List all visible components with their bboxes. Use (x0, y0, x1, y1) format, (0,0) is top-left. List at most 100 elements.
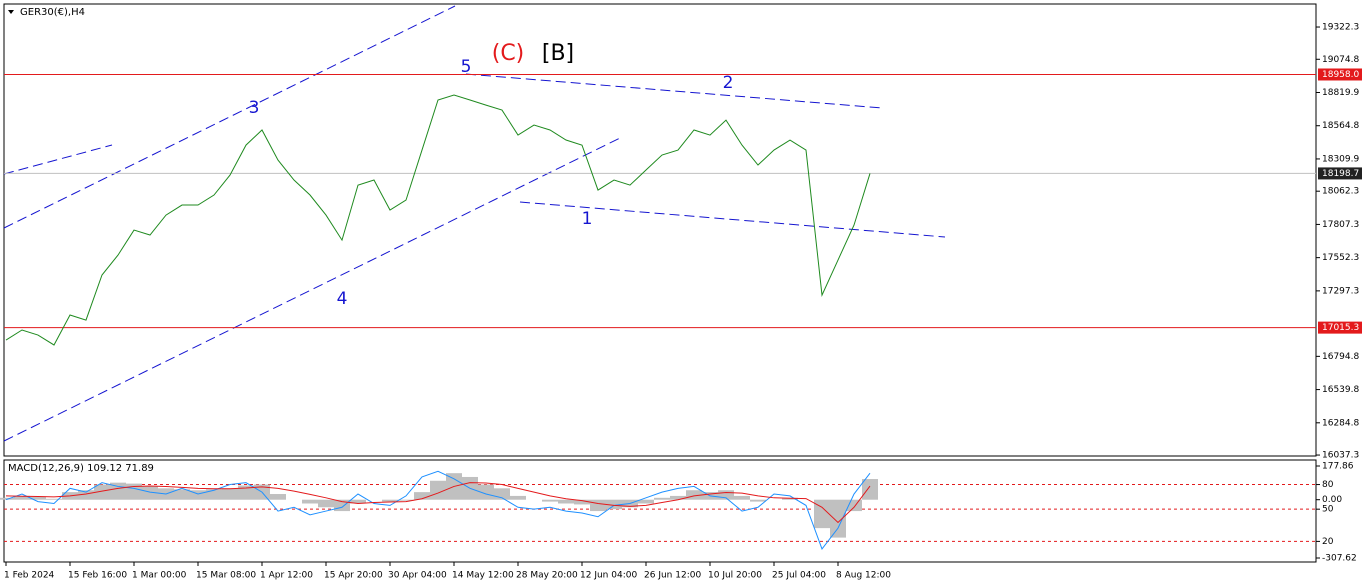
x-tick-label: 14 May 12:00 (452, 571, 514, 581)
histogram-bar (302, 499, 318, 504)
wave-label: 4 (337, 289, 348, 309)
level-label: 17015.3 (1322, 323, 1359, 333)
histogram-bar (862, 479, 878, 500)
x-tick-label: 28 May 20:00 (516, 571, 578, 581)
histogram-bar (574, 499, 590, 505)
x-tick-label: 10 Jul 20:00 (708, 571, 762, 581)
histogram-bar (478, 484, 494, 500)
y-tick-label: 17297.3 (1322, 286, 1359, 296)
menu-triangle[interactable] (8, 10, 14, 14)
level-label: 18958.0 (1322, 70, 1359, 80)
histogram-bar (190, 490, 206, 500)
y-tick-label: 50 (1322, 505, 1334, 515)
y-tick-label: 16794.8 (1322, 352, 1359, 362)
histogram-bar (142, 486, 158, 500)
y-tick-label: 177.86 (1322, 462, 1354, 472)
last-price-box (1318, 167, 1362, 180)
histogram-bar (222, 488, 238, 500)
y-tick-label: 17552.3 (1322, 253, 1359, 263)
y-tick-label: 19322.3 (1322, 23, 1359, 33)
wave-label: 1 (582, 209, 593, 229)
histogram-bar (718, 490, 734, 500)
histogram-bar (14, 495, 30, 500)
histogram-bar (30, 496, 46, 500)
macd-line (5, 470, 871, 551)
x-tick-label: 15 Feb 16:00 (68, 571, 127, 581)
histogram-bar (318, 499, 334, 508)
y-tick-label: 18819.9 (1322, 88, 1359, 98)
main-panel (3, 3, 1317, 457)
x-tick-label: 1 Feb 2024 (4, 571, 55, 581)
trend-line (3, 144, 113, 175)
level-box (1318, 68, 1362, 81)
trend-line (465, 73, 883, 109)
histogram-bar (606, 499, 622, 510)
histogram-bar (494, 488, 510, 500)
histogram-bar (78, 490, 94, 500)
histogram-bar (590, 499, 606, 512)
wave-label: 5 (461, 57, 472, 77)
y-tick-label: 16539.8 (1322, 385, 1359, 395)
wave-label: [B] (542, 41, 574, 66)
histogram-bar (510, 495, 526, 500)
trend-line (3, 5, 456, 229)
trend-line (3, 137, 621, 442)
x-tick-label: 12 Jun 04:00 (580, 571, 637, 581)
histogram-bar (94, 484, 110, 500)
histogram-bar (558, 499, 574, 504)
x-tick-label: 1 Apr 12:00 (260, 571, 313, 581)
histogram-bar (334, 499, 350, 512)
last-price-label: 18198.7 (1322, 169, 1359, 179)
histogram-bar (654, 497, 670, 500)
histogram-bar (638, 499, 654, 504)
histogram-bar (350, 499, 366, 504)
histogram-bar (846, 499, 862, 512)
x-tick-label: 15 Apr 20:00 (324, 571, 383, 581)
y-tick-label: 0.00 (1322, 495, 1342, 505)
y-tick-label: -307.62 (1322, 554, 1357, 564)
histogram-bar (382, 499, 398, 502)
histogram-bar (814, 499, 830, 529)
x-tick-label: 25 Jul 04:00 (772, 571, 826, 581)
histogram-bar (542, 499, 558, 502)
y-tick-label: 16037.3 (1322, 451, 1359, 461)
histogram-bar (238, 485, 254, 500)
trend-lines (3, 5, 946, 442)
x-tick-label: 26 Jun 12:00 (644, 571, 701, 581)
y-tick-label: 18564.8 (1322, 121, 1359, 131)
histogram-bar (830, 499, 846, 538)
histogram-bar (46, 498, 62, 500)
x-tick-label: 15 Mar 08:00 (196, 571, 256, 581)
macd-title: MACD(12,26,9) 109.12 71.89 (8, 463, 154, 474)
histogram-bar (670, 495, 686, 500)
level-box (1318, 321, 1362, 334)
y-tick-label: 18309.9 (1322, 154, 1359, 164)
wave-label: 3 (249, 98, 260, 118)
histogram-bar (270, 494, 286, 500)
trend-line (519, 201, 946, 238)
y-tick-label: 19074.8 (1322, 55, 1359, 65)
histogram-bar (0, 497, 14, 500)
histogram-bar (174, 489, 190, 500)
symbol-title: GER30(€),H4 (20, 7, 85, 18)
histogram-bar (750, 499, 766, 502)
x-tick-label: 30 Apr 04:00 (388, 571, 447, 581)
wave-label: (C) (492, 41, 525, 66)
y-tick-label: 20 (1322, 537, 1334, 547)
x-tick-label: 8 Aug 12:00 (836, 571, 891, 581)
histogram-bar (414, 492, 430, 500)
wave-label: 2 (723, 73, 734, 93)
y-tick-label: 80 (1322, 480, 1334, 490)
histogram-bar (734, 495, 750, 500)
histogram-bar (398, 499, 414, 501)
histogram-bar (686, 490, 702, 500)
signal-line (5, 482, 871, 524)
y-tick-label: 16284.8 (1322, 418, 1359, 428)
macd-panel (3, 459, 1317, 563)
x-tick-label: 1 Mar 00:00 (132, 571, 187, 581)
y-tick-label: 17807.3 (1322, 220, 1359, 230)
price-line (5, 94, 871, 346)
histogram-bar (206, 489, 222, 500)
